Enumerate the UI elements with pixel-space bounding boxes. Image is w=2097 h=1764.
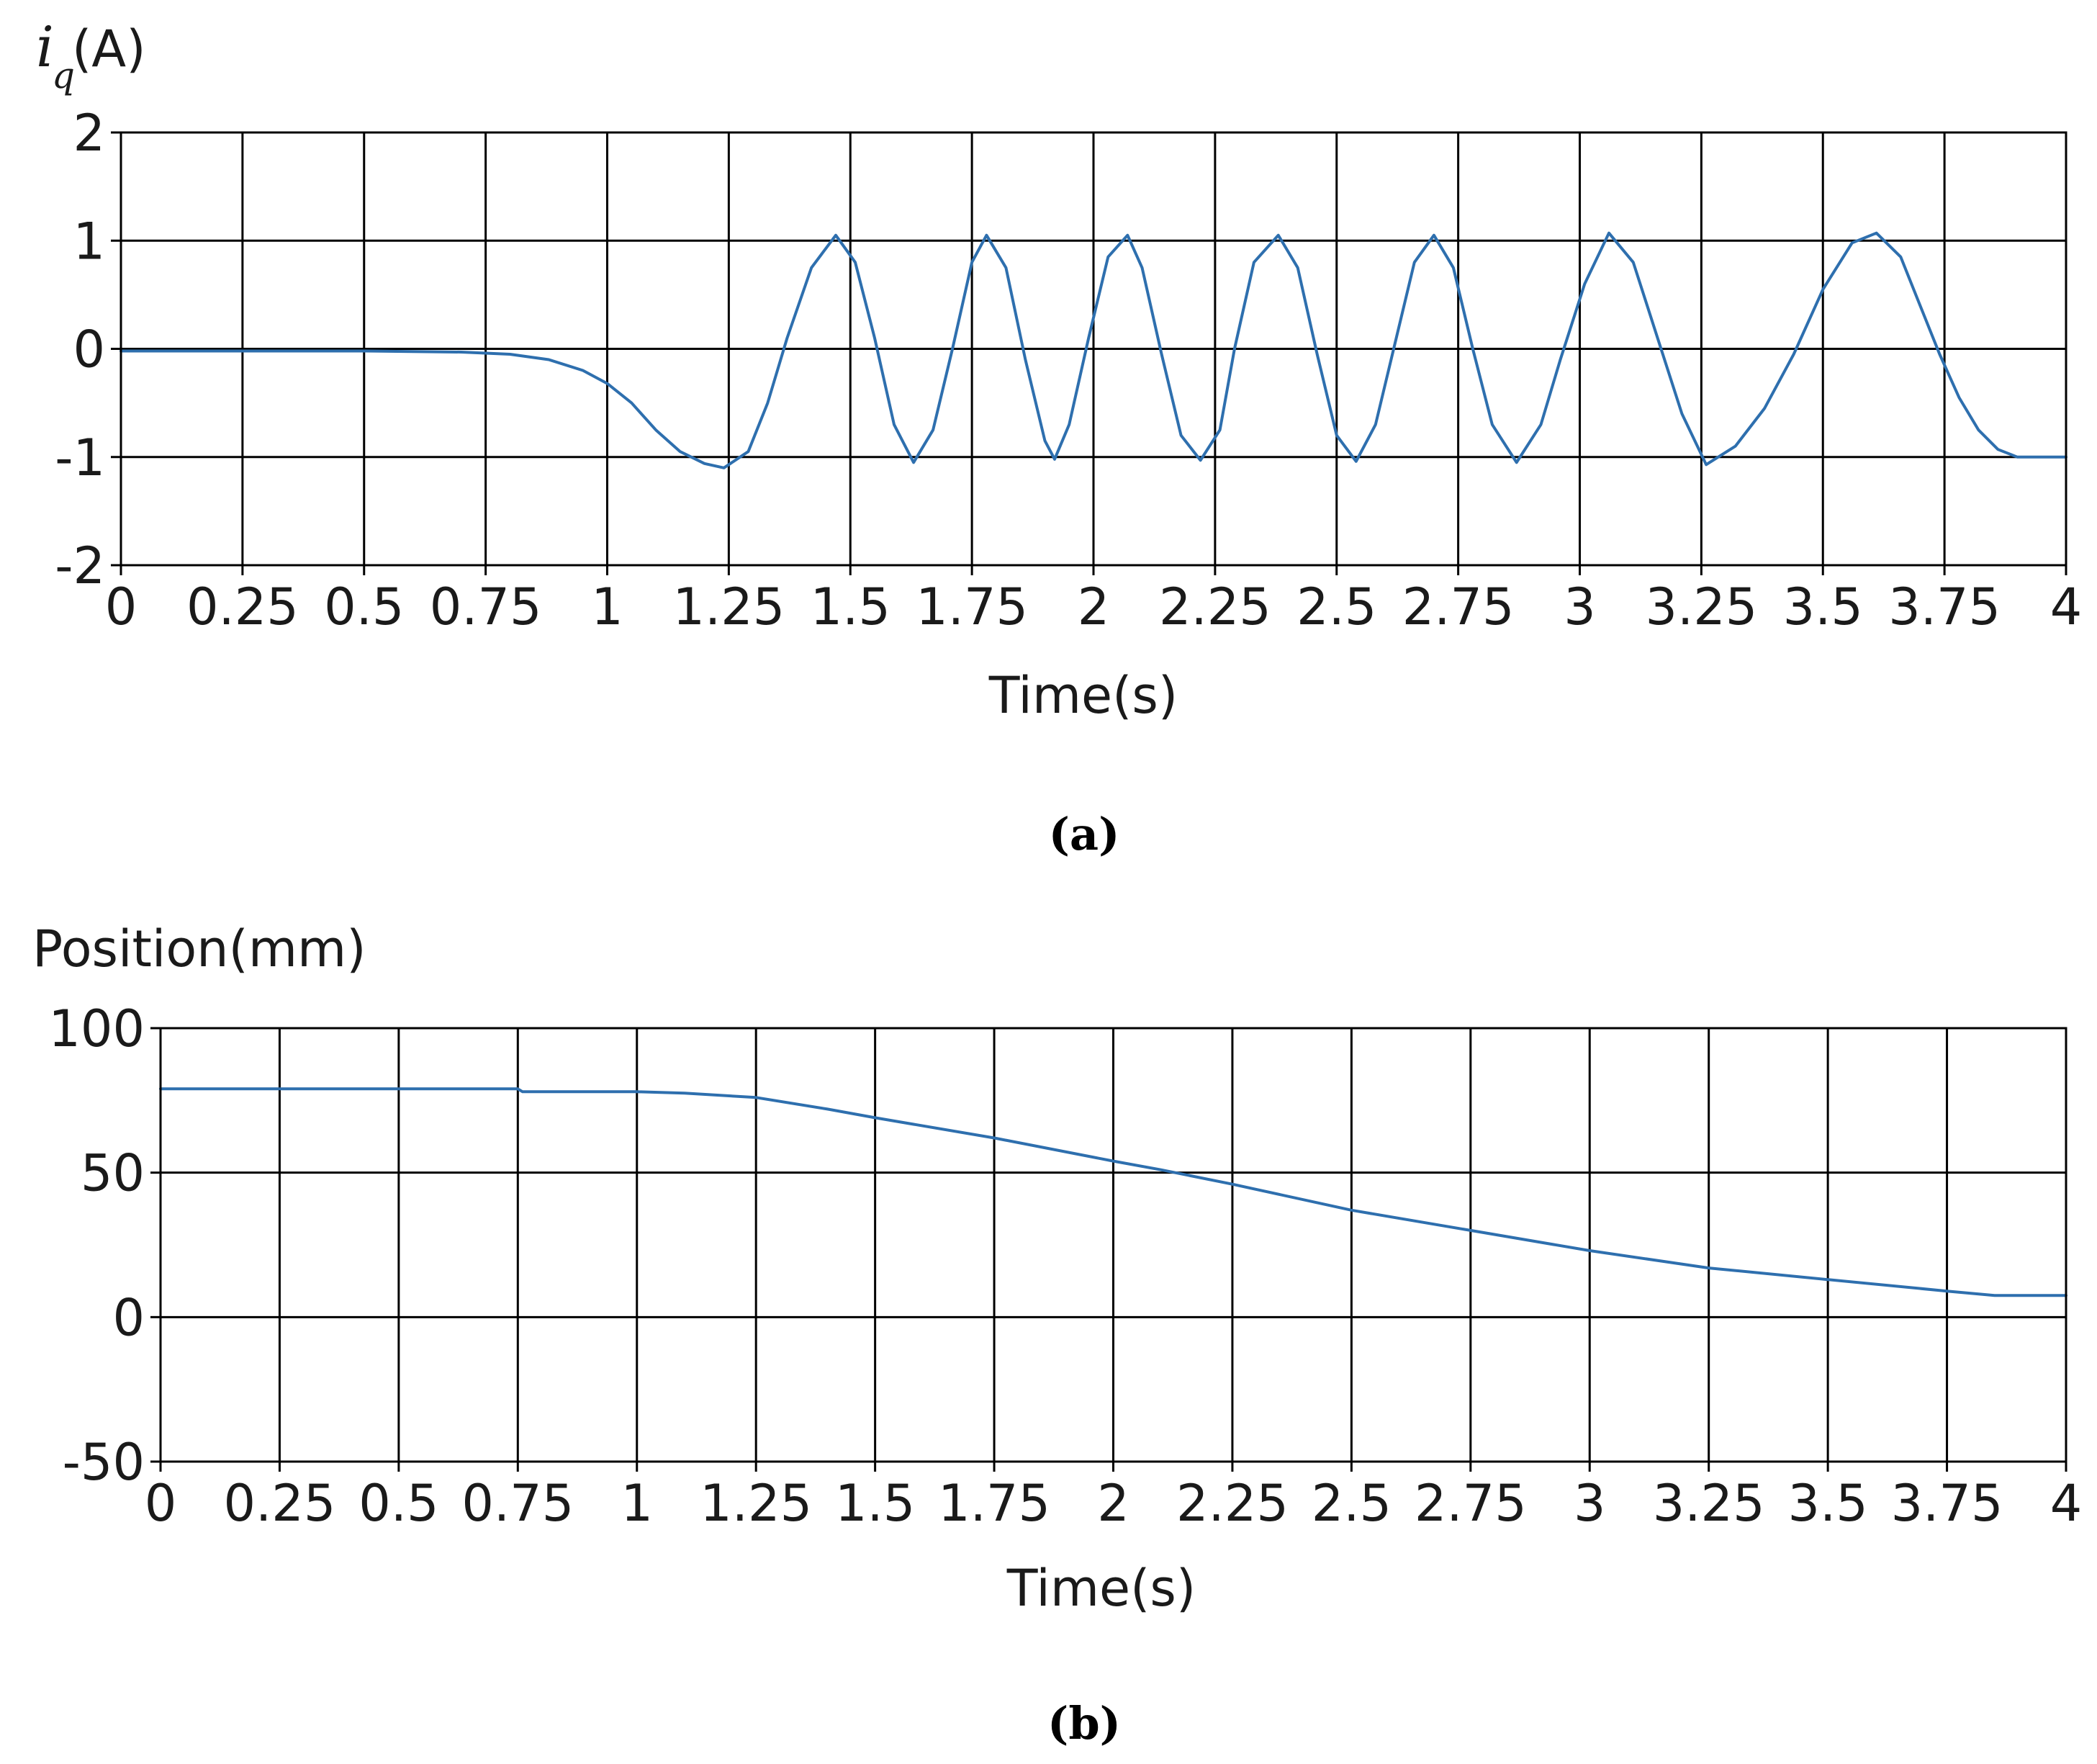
chart-b-grid xyxy=(150,1027,2067,1472)
chart-b-y-tick-label: 50 xyxy=(81,1144,145,1203)
chart-a-grid xyxy=(111,131,2067,575)
chart-b-frame xyxy=(159,1027,2067,1463)
chart-b-x-tick-label: 0.5 xyxy=(358,1474,438,1533)
chart-a-x-tick-label: 3.5 xyxy=(1783,577,1863,636)
chart-a-ylabel-main: i xyxy=(36,15,54,80)
chart-b-x-ticks: 0 0.25 0.5 0.75 1 1.25 1.5 1.75 2 2.25 2.5 2.75 3 3.2… xyxy=(145,1474,2083,1533)
chart-b-x-tick-label: 0.75 xyxy=(461,1474,574,1533)
chart-b-x-tick-label: 1.25 xyxy=(700,1474,812,1533)
chart-a-y-tick-label: -1 xyxy=(55,428,105,487)
panel-label-b: (b) xyxy=(1047,1697,1121,1750)
panel-label-a: (a) xyxy=(1049,808,1120,860)
chart-b-x-tick-label: 3 xyxy=(1574,1474,1606,1533)
chart-a-ylabel-sub: q xyxy=(52,55,75,96)
chart-b-x-tick-label: 3.25 xyxy=(1653,1474,1765,1533)
chart-a-x-ticks: 0 0.25 0.5 0.75 1 1.25 1.5 1.75 2 2.25 2.5 2.75 3 3.2… xyxy=(105,577,2083,636)
chart-a-x-tick-label: 2.5 xyxy=(1296,577,1376,636)
chart-b-x-tick-label: 1.75 xyxy=(938,1474,1050,1533)
chart-a-ylabel-unit: (A) xyxy=(72,19,146,78)
chart-b-y-tick-label: 0 xyxy=(112,1288,145,1347)
chart-b-x-tick-label: 2.25 xyxy=(1176,1474,1289,1533)
chart-b-x-tick-label: 0.25 xyxy=(224,1474,336,1533)
chart-b-x-tick-label: 2 xyxy=(1097,1474,1129,1533)
chart-a-x-tick-label: 1.75 xyxy=(916,577,1028,636)
chart-b-y-tick-label: 100 xyxy=(48,999,145,1058)
chart-b-series-line xyxy=(159,1087,2067,1297)
chart-a-x-tick-label: 3.25 xyxy=(1645,577,1757,636)
chart-b-x-tick-label: 2.75 xyxy=(1415,1474,1527,1533)
chart-b-x-tick-label: 3.5 xyxy=(1787,1474,1867,1533)
chart-b-y-tick-label: -50 xyxy=(63,1433,145,1492)
chart-a-y-tick-label: 1 xyxy=(73,212,105,271)
chart-a-x-tick-label: 1 xyxy=(591,577,623,636)
chart-a-x-tick-label: 2 xyxy=(1078,577,1110,636)
chart-a-x-tick-label: 0 xyxy=(105,577,137,636)
chart-b-x-tick-label: 1 xyxy=(621,1474,653,1533)
chart-a-x-tick-label: 0.25 xyxy=(186,577,299,636)
chart-a-y-tick-label: -2 xyxy=(55,536,105,595)
chart-b-x-tick-label: 3.75 xyxy=(1891,1474,2003,1533)
chart-a-frame xyxy=(119,131,2067,567)
chart-a-y-tick-label: 0 xyxy=(73,320,105,379)
chart-a-x-tick-label: 1.5 xyxy=(811,577,890,636)
chart-a-x-tick-label: 3.75 xyxy=(1888,577,2001,636)
chart-a-x-tick-label: 1.25 xyxy=(672,577,785,636)
chart-a-x-tick-label: 0.5 xyxy=(324,577,404,636)
chart-b-ylabel: Position(mm) xyxy=(32,919,366,978)
chart-b-xlabel: Time(s) xyxy=(1006,1559,1196,1618)
chart-b-x-tick-label: 4 xyxy=(2050,1474,2083,1533)
chart-a-x-tick-label: 4 xyxy=(2050,577,2083,636)
chart-a-xlabel: Time(s) xyxy=(988,666,1178,725)
chart-a-x-tick-label: 2.75 xyxy=(1402,577,1515,636)
chart-a-y-ticks: 2 1 0 -1 -2 xyxy=(55,104,105,595)
chart-b-x-tick-label: 1.5 xyxy=(835,1474,915,1533)
chart-a: i q (A) 2 1 0 -1 -2 0 0.25 0.5 0.75 1 1.25 1.5 1.75… xyxy=(36,15,2082,860)
chart-a-x-tick-label: 0.75 xyxy=(430,577,542,636)
chart-b-x-tick-label: 0 xyxy=(145,1474,177,1533)
chart-a-x-tick-label: 3 xyxy=(1564,577,1596,636)
chart-a-series-line xyxy=(119,231,2067,469)
chart-b-y-ticks: 100 50 0 -50 xyxy=(48,999,145,1492)
chart-a-x-tick-label: 2.25 xyxy=(1159,577,1271,636)
chart-b-x-tick-label: 2.5 xyxy=(1312,1474,1392,1533)
chart-a-y-tick-label: 2 xyxy=(73,104,105,163)
